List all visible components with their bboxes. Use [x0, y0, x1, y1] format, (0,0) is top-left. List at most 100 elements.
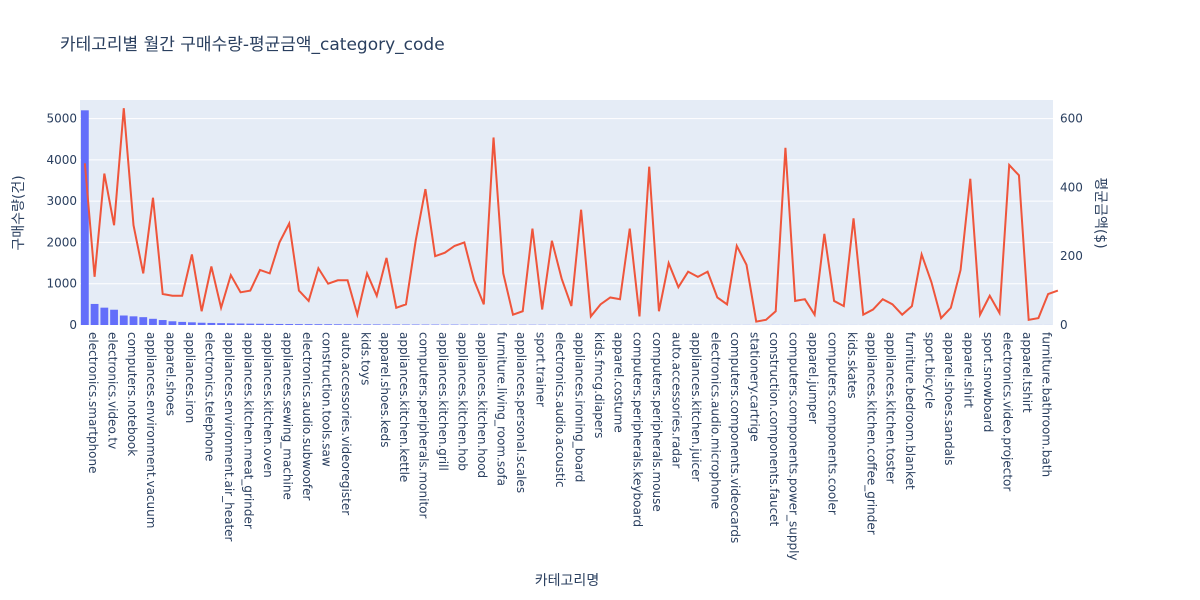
y-tick-label: 2000 — [46, 235, 77, 249]
bar — [217, 323, 225, 325]
bar — [110, 309, 118, 325]
x-tick-label: auto.accessories.radar — [670, 332, 684, 468]
x-tick-label: appliances.kitchen.hood — [475, 332, 489, 478]
x-tick-label: stationery.cartrige — [748, 332, 762, 442]
x-tick-label: appliances.kitchen.toster — [884, 332, 898, 484]
bar — [149, 318, 157, 325]
x-tick-label: appliances.environment.vacuum — [144, 332, 158, 528]
bar — [343, 324, 352, 325]
x-tick-label: appliances.kitchen.meat_grinder — [242, 332, 256, 529]
x-tick-label: electronics.audio.microphone — [709, 332, 723, 509]
bar — [119, 315, 128, 325]
x-tick-label: apparel.shoes.sandals — [942, 332, 956, 466]
x-tick-label: computers.peripherals.monitor — [417, 332, 431, 519]
bar — [139, 317, 148, 325]
bar — [236, 323, 245, 325]
x-tick-label: appliances.environment.air_heater — [222, 332, 236, 542]
bar — [178, 321, 187, 325]
grid — [80, 118, 1053, 285]
bar — [353, 324, 362, 325]
bar — [197, 322, 206, 325]
bar — [275, 323, 284, 325]
x-tick-label: furniture.living_room.sofa — [495, 332, 509, 486]
bar — [285, 324, 294, 325]
bar — [295, 324, 303, 325]
x-tick-label: electronics.smartphone — [86, 332, 100, 474]
x-tick-label: electronics.video.tv — [105, 332, 119, 449]
x-tick-label: appliances.kitchen.hob — [456, 332, 470, 471]
x-tick-label: apparel.costume — [611, 332, 625, 433]
x-tick-label: construction.components.faucet — [767, 332, 781, 527]
x-tick-label: appliances.iron — [183, 332, 197, 423]
x-tick-label: apparel.tshirt — [1020, 332, 1034, 413]
x-tick-label: computers.peripherals.keyboard — [631, 332, 645, 527]
y-tick-label: 3000 — [46, 194, 77, 208]
x-tick-label: computers.components.power_supply — [786, 332, 800, 561]
x-axis-ticks: electronics.smartphone electronics.video.… — [86, 332, 1054, 561]
x-tick-label: appliances.kitchen.coffee_grinder — [864, 332, 878, 535]
x-tick-label: appliances.kitchen.grill — [436, 332, 450, 471]
y2-tick-label: 200 — [1060, 249, 1083, 263]
bar-series — [80, 110, 1053, 325]
x-tick-label: sport.trainer — [533, 332, 547, 407]
x-axis-title: 카테고리명 — [535, 573, 599, 589]
x-tick-label: apparel.shoes.keds — [378, 332, 392, 448]
bar — [304, 324, 313, 325]
x-tick-label: computers.components.videocards — [728, 332, 742, 543]
x-tick-label: appliances.sewing_machine — [280, 332, 294, 500]
bar — [372, 324, 381, 325]
bar — [246, 323, 255, 325]
x-tick-label: appliances.personal.scales — [514, 332, 528, 493]
y-tick-label: 1000 — [46, 277, 77, 291]
y2-axis-title: 평균금액($) — [1092, 177, 1108, 248]
y2-tick-label: 0 — [1060, 318, 1068, 332]
bar — [188, 322, 196, 325]
bar — [324, 324, 333, 325]
x-tick-label: computers.notebook — [125, 332, 139, 456]
x-tick-label: appliances.ironing_board — [572, 332, 586, 482]
y2-axis-ticks: 0 200 400 600 — [1060, 112, 1083, 332]
bar — [363, 324, 371, 325]
y-axis-title: 구매수량(건) — [11, 175, 27, 250]
x-tick-label: electronics.telephone — [203, 332, 217, 461]
x-tick-label: computers.components.cooler — [825, 332, 839, 515]
y-tick-label: 0 — [69, 318, 77, 332]
bar — [100, 307, 109, 325]
bar — [80, 110, 89, 325]
y-tick-label: 4000 — [46, 153, 77, 167]
chart-title: 카테고리별 월간 구매수량-평균금액_category_code — [60, 35, 445, 55]
x-tick-label: appliances.kitchen.oven — [261, 332, 275, 478]
x-tick-label: furniture.bedroom.blanket — [903, 332, 917, 490]
bar — [207, 322, 216, 325]
bar — [158, 320, 167, 325]
x-tick-label: sport.bicycle — [923, 332, 937, 409]
x-tick-label: computers.peripherals.mouse — [650, 332, 664, 512]
bar — [333, 324, 342, 325]
x-tick-label: appliances.kitchen.kettle — [397, 332, 411, 482]
x-tick-label: auto.accessories.videoregister — [339, 332, 353, 515]
bar — [226, 323, 235, 325]
x-tick-label: kids.toys — [358, 332, 372, 385]
bar — [129, 316, 138, 325]
x-tick-label: kids.skates — [845, 332, 859, 399]
x-tick-label: kids.fmcg.diapers — [592, 332, 606, 438]
bar — [168, 321, 177, 325]
y-axis-ticks: 0 1000 2000 3000 4000 5000 — [46, 112, 77, 332]
x-tick-label: electronics.audio.acoustic — [553, 332, 567, 488]
x-tick-label: construction.tools.saw — [319, 332, 333, 467]
x-tick-label: apparel.jumper — [806, 332, 820, 424]
x-tick-label: electronics.video.projector — [1000, 332, 1014, 491]
x-tick-label: appliances.kitchen.juicer — [689, 332, 703, 482]
y2-tick-label: 600 — [1060, 112, 1083, 126]
y-tick-label: 5000 — [46, 112, 77, 126]
bar — [256, 323, 264, 325]
plot-area — [80, 100, 1053, 325]
x-tick-label: apparel.shoes — [164, 332, 178, 416]
y2-tick-label: 400 — [1060, 180, 1083, 194]
x-tick-label: electronics.audio.subwoofer — [300, 332, 314, 500]
x-tick-label: apparel.shirt — [962, 332, 976, 408]
bar — [90, 303, 99, 325]
x-tick-label: furniture.bathroom.bath — [1039, 332, 1053, 477]
